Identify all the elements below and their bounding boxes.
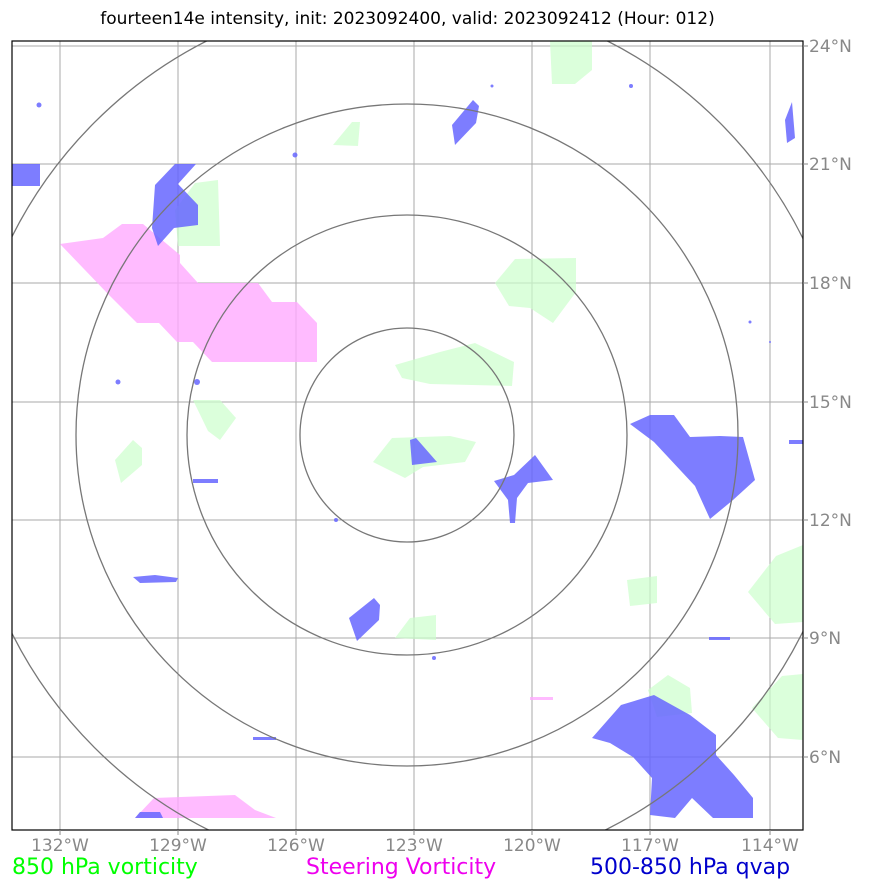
- map-frame: [11, 40, 804, 831]
- legend-steering-vorticity: Steering Vorticity: [306, 855, 497, 880]
- lon-label: 129°W: [149, 836, 207, 856]
- lon-label: 123°W: [385, 836, 443, 856]
- lon-label: 126°W: [267, 836, 325, 856]
- lon-label: 117°W: [621, 836, 679, 856]
- lat-label: 6°N: [809, 748, 841, 768]
- lat-label: 21°N: [809, 155, 852, 175]
- legend-qvap: 500-850 hPa qvap: [590, 855, 791, 880]
- axis-ticks: [59, 45, 808, 835]
- lat-label: 18°N: [809, 274, 852, 294]
- qvap-contours: [12, 84, 803, 818]
- lon-label: 132°W: [31, 836, 89, 856]
- vort850-contours: [115, 41, 803, 740]
- lat-label: 9°N: [809, 629, 841, 649]
- lat-label: 15°N: [809, 393, 852, 413]
- lat-labels: 24°N 21°N 18°N 15°N 12°N 9°N 6°N: [809, 37, 852, 768]
- plot-title: fourteen14e intensity, init: 2023092400,…: [100, 9, 715, 29]
- lat-gridlines: [12, 45, 803, 758]
- lon-label: 114°W: [741, 836, 799, 856]
- lon-labels: 132°W 129°W 126°W 123°W 120°W 117°W 114°…: [31, 836, 799, 856]
- steering-vorticity-contours: [60, 224, 553, 818]
- legend-850-vorticity: 850 hPa vorticity: [12, 855, 198, 880]
- lat-label: 24°N: [809, 37, 852, 57]
- lon-label: 120°W: [503, 836, 561, 856]
- lat-label: 12°N: [809, 511, 852, 531]
- range-rings: [12, 41, 803, 830]
